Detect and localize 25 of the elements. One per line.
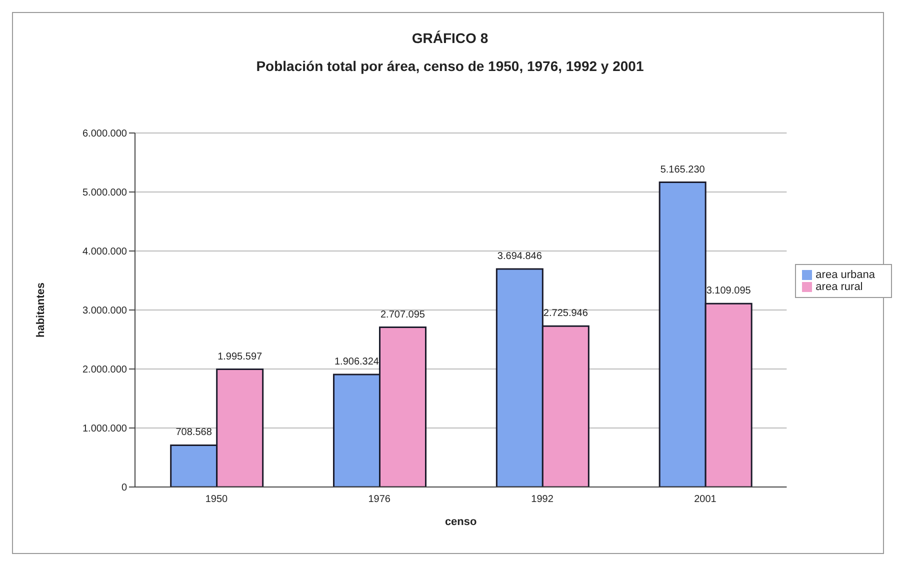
y-tick-label: 2.000.000 [82, 364, 128, 376]
y-axis-title: habitantes [34, 282, 47, 338]
y-tick-label: 1.000.000 [82, 424, 128, 435]
legend-label: area rural [816, 280, 863, 292]
data-label: 2.707.095 [380, 309, 426, 320]
chart-title: GRÁFICO 8 [410, 30, 490, 46]
data-label: 708.568 [176, 427, 212, 438]
x-axis-title: censo [444, 516, 478, 528]
x-tick-label: 2001 [694, 494, 717, 506]
chart-subtitle: Población total por área, censo de 1950, 1976, 1992 y 2001 [255, 58, 645, 74]
y-tick-label: 4.000.000 [82, 246, 128, 258]
data-label: 5.165.230 [660, 164, 706, 176]
y-tick-label: 3.000.000 [82, 306, 128, 317]
x-tick-label: 1950 [205, 494, 228, 506]
x-tick-label: 1976 [368, 494, 391, 506]
data-label: 1.995.597 [218, 351, 263, 362]
data-label: 3.694.846 [497, 251, 542, 262]
y-tick-label: 0 [121, 482, 128, 494]
data-label: 2.725.946 [543, 308, 588, 320]
y-tick-label: 6.000.000 [82, 128, 128, 140]
y-tick-label: 5.000.000 [82, 188, 128, 199]
data-label: 3.109.095 [706, 286, 752, 297]
data-label: 1.906.324 [334, 356, 380, 368]
x-tick-label: 1992 [531, 494, 554, 506]
legend-label: area urbana [816, 268, 875, 280]
